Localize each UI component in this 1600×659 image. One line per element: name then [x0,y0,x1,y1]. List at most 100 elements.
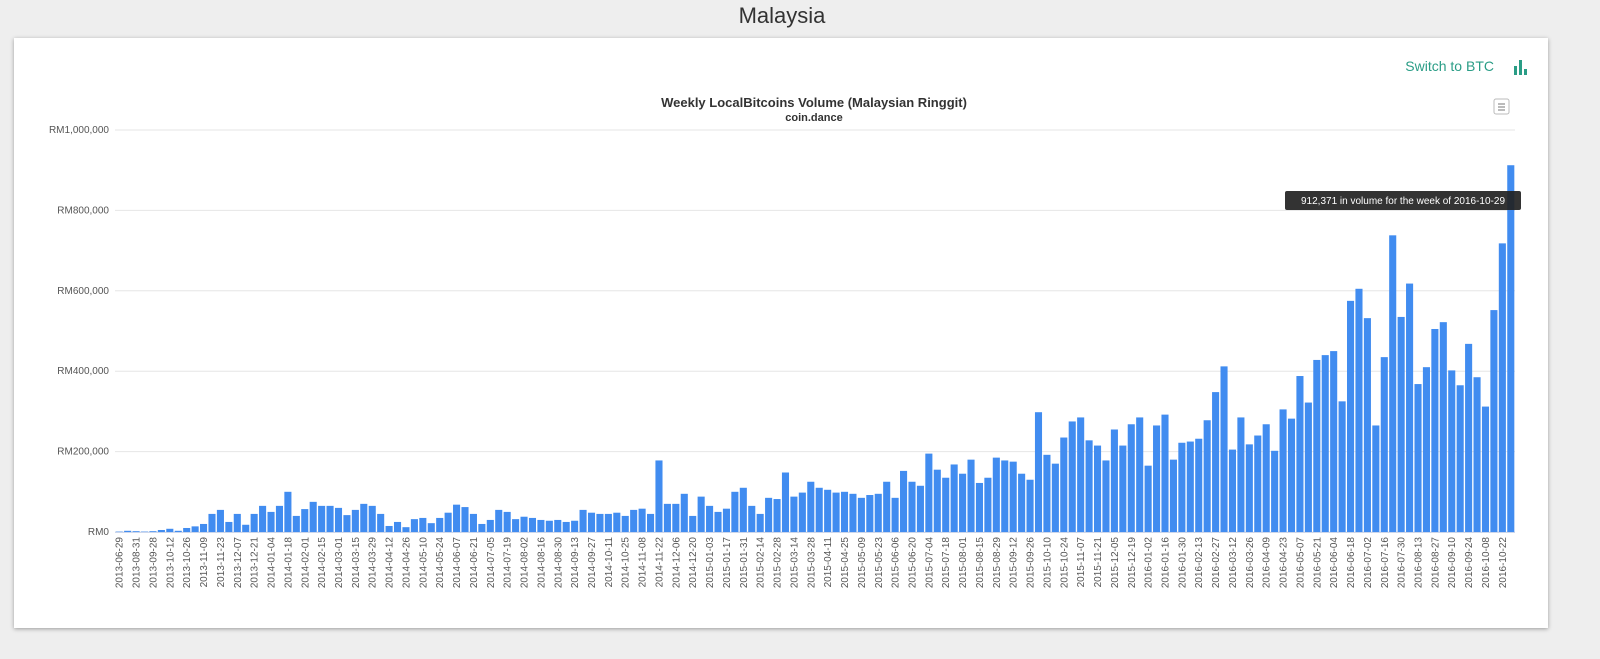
bar [512,519,520,532]
bar [1465,343,1473,532]
bar [486,519,494,532]
bar [436,517,444,532]
bar [208,513,216,532]
x-tick-label: 2015-12-19 [1127,537,1138,589]
x-tick-label: 2014-03-29 [368,537,379,589]
bar [925,453,933,532]
x-tick-label: 2015-01-03 [705,537,716,589]
x-tick-label: 2013-10-26 [182,537,193,589]
bar [393,521,402,532]
y-tick-label: RM400,000 [57,366,109,377]
bar [604,513,612,532]
bar [1481,406,1490,532]
bar [385,525,393,532]
bar [1186,441,1194,532]
bar [756,513,764,532]
x-tick-label: 2016-09-10 [1447,537,1458,589]
x-tick-label: 2014-05-24 [435,537,446,589]
x-tick-label: 2014-02-01 [300,537,311,589]
bar [798,492,806,532]
bar [571,520,579,532]
bar [124,530,132,532]
bar [1237,417,1245,532]
bar [309,501,317,532]
bar [1169,459,1177,532]
bar [1110,429,1118,532]
bar [706,505,714,532]
x-tick-label: 2014-09-27 [587,537,598,589]
bar [334,507,343,532]
x-tick-label: 2015-08-29 [992,537,1003,589]
x-tick-label: 2014-09-13 [570,537,581,589]
x-tick-label: 2016-05-07 [1295,537,1306,589]
y-tick-label: RM800,000 [57,205,109,216]
x-tick-label: 2014-08-30 [553,537,564,589]
x-tick-label: 2013-11-23 [216,537,227,588]
x-tick-label: 2016-04-09 [1262,537,1273,589]
x-tick-label: 2014-08-16 [536,537,547,589]
bar [1077,417,1085,532]
bar [174,530,182,532]
x-tick-label: 2014-02-15 [317,537,328,589]
x-tick-label: 2014-07-19 [503,537,514,589]
x-tick-label: 2016-07-30 [1397,537,1408,589]
switch-link[interactable]: Switch to BTC [1405,58,1494,74]
bar [250,513,258,532]
x-tick-label: 2016-10-22 [1498,537,1509,589]
x-tick-label: 2016-01-16 [1161,537,1172,589]
bar [1304,402,1312,532]
x-tick-label: 2016-08-27 [1430,537,1441,589]
bar [1034,412,1043,532]
bar [554,519,562,532]
bar [1009,461,1017,532]
bar [225,521,233,532]
bar [1431,328,1439,532]
bar [596,513,604,532]
bar [663,503,671,532]
bar [1262,424,1270,532]
x-tick-label: 2014-11-22 [654,537,665,588]
x-tick-label: 2016-03-26 [1245,537,1256,589]
x-tick-label: 2014-04-26 [401,537,412,589]
x-tick-label: 2014-01-18 [283,537,294,589]
x-tick-label: 2015-06-06 [891,537,902,589]
bar [1363,318,1371,532]
bar [1296,376,1304,532]
chart-title: Weekly LocalBitcoins Volume (Malaysian R… [661,95,967,110]
bar [1397,316,1405,532]
x-tick-label: 2016-06-04 [1329,537,1340,589]
menu-button[interactable] [1493,98,1510,115]
bar [790,496,798,532]
x-tick-label: 2016-01-30 [1177,537,1188,589]
x-tick-label: 2014-05-10 [418,537,429,589]
bar [1389,235,1397,532]
bar [1439,322,1447,532]
bar [1380,357,1388,532]
x-tick-label: 2015-08-15 [975,537,986,589]
x-tick-label: 2015-12-05 [1110,537,1121,589]
x-tick-label: 2015-03-28 [806,537,817,589]
bar [1287,418,1296,532]
x-tick-label: 2013-12-07 [233,537,244,589]
bar [967,459,975,532]
bar [259,505,267,532]
bar [200,523,208,532]
bar [1228,449,1237,532]
bar [849,493,857,532]
bar [933,469,941,532]
x-tick-label: 2014-12-20 [688,537,699,589]
x-tick-label: 2014-04-12 [385,537,396,589]
chart-subtitle: coin.dance [785,112,842,124]
bar [748,505,756,532]
switch-icon[interactable] [1514,60,1527,75]
x-tick-label: 2015-06-20 [907,537,918,589]
bar [1338,401,1346,532]
bar [1254,435,1262,532]
bar [1355,288,1363,532]
x-tick-label: 2015-03-14 [789,537,800,589]
bar [537,519,545,532]
x-tick-label: 2015-07-18 [941,537,952,589]
bar [891,497,899,532]
bar [520,516,528,532]
bar [242,524,250,532]
